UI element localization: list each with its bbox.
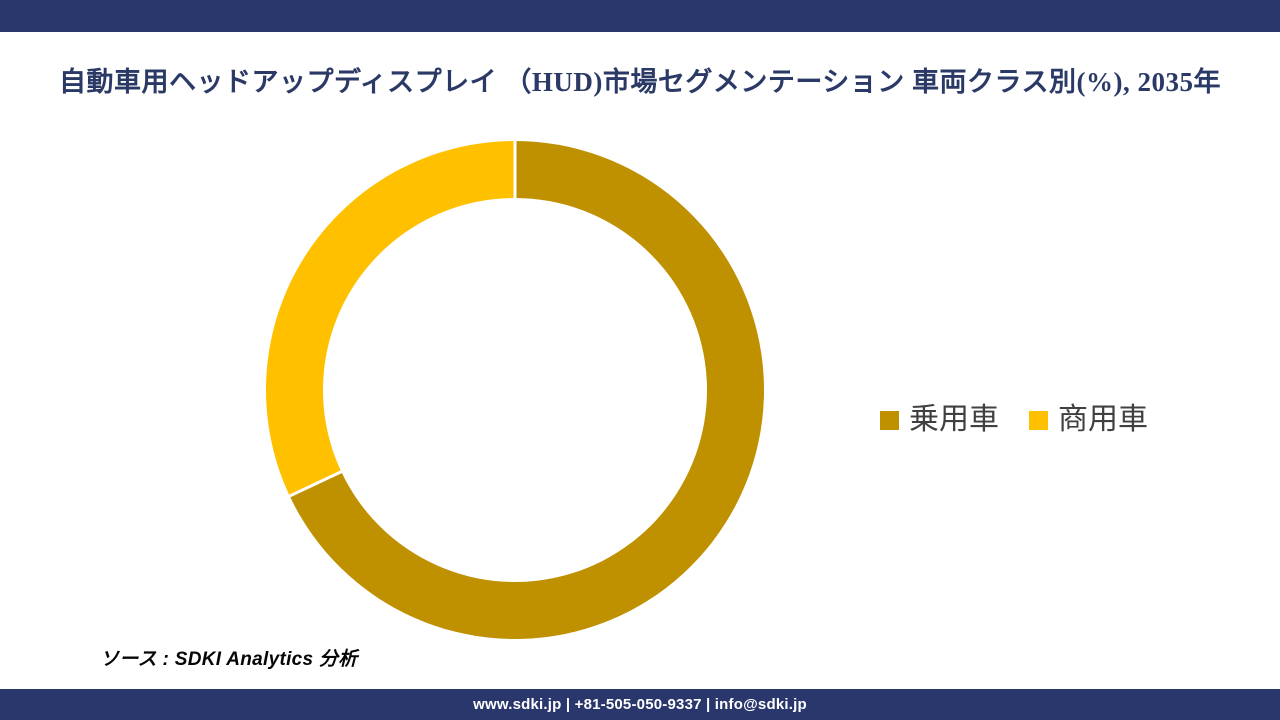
chart-legend: 乗用車 商用車 [880,405,1148,435]
legend-item: 商用車 [1029,405,1148,435]
legend-swatch [880,410,899,430]
footer-contact: www.sdki.jp | +81-505-050-9337 | info@sd… [473,696,807,713]
chart-title: 自動車用ヘッドアップディスプレイ （HUD)市場セグメンテーション 車両クラス別… [58,67,1221,97]
donut-svg [265,140,764,639]
legend-swatch [1029,410,1048,430]
legend-item: 乗用車 [880,405,999,435]
donut-slice [265,141,515,497]
legend-label: 乗用車 [909,403,999,436]
top-accent-bar [0,0,1280,32]
source-note: ソース : SDKI Analytics 分析 [100,649,358,670]
footer-bar: www.sdki.jp | +81-505-050-9337 | info@sd… [0,689,1280,720]
slice-separator [288,469,344,498]
donut-chart [255,130,775,650]
legend-label: 商用車 [1058,403,1148,436]
